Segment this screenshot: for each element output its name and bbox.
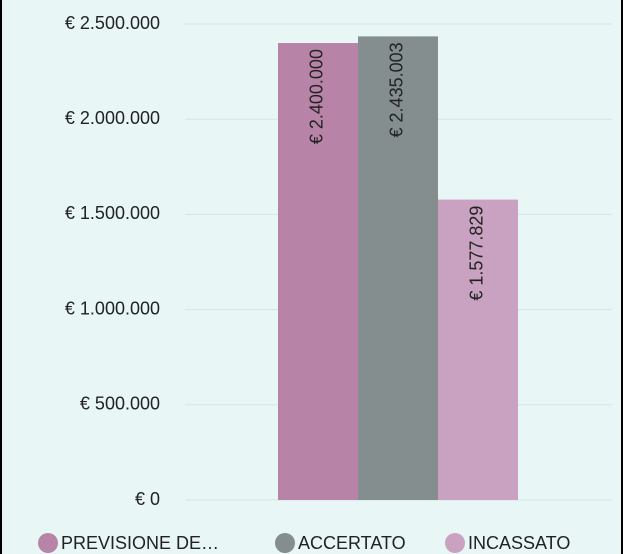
bar (358, 36, 438, 500)
y-tick-label: € 1.000.000 (65, 298, 160, 318)
y-tick-label: € 500.000 (80, 394, 160, 414)
data-label: € 2.435.003 (387, 42, 407, 137)
legend-label: PREVISIONE DE… (61, 533, 219, 553)
data-label: € 2.400.000 (307, 49, 327, 144)
legend-marker (445, 533, 465, 553)
y-tick-label: € 2.500.000 (65, 13, 160, 33)
y-tick-label: € 2.000.000 (65, 108, 160, 128)
legend-label: INCASSATO (468, 533, 570, 553)
y-tick-label: € 1.500.000 (65, 203, 160, 223)
y-tick-label: € 0 (135, 489, 160, 509)
legend-marker (275, 533, 295, 553)
data-label: € 1.577.829 (467, 206, 487, 301)
legend-marker (38, 533, 58, 553)
bar (438, 199, 518, 500)
legend-label: ACCERTATO (298, 533, 406, 553)
bar (278, 43, 358, 500)
